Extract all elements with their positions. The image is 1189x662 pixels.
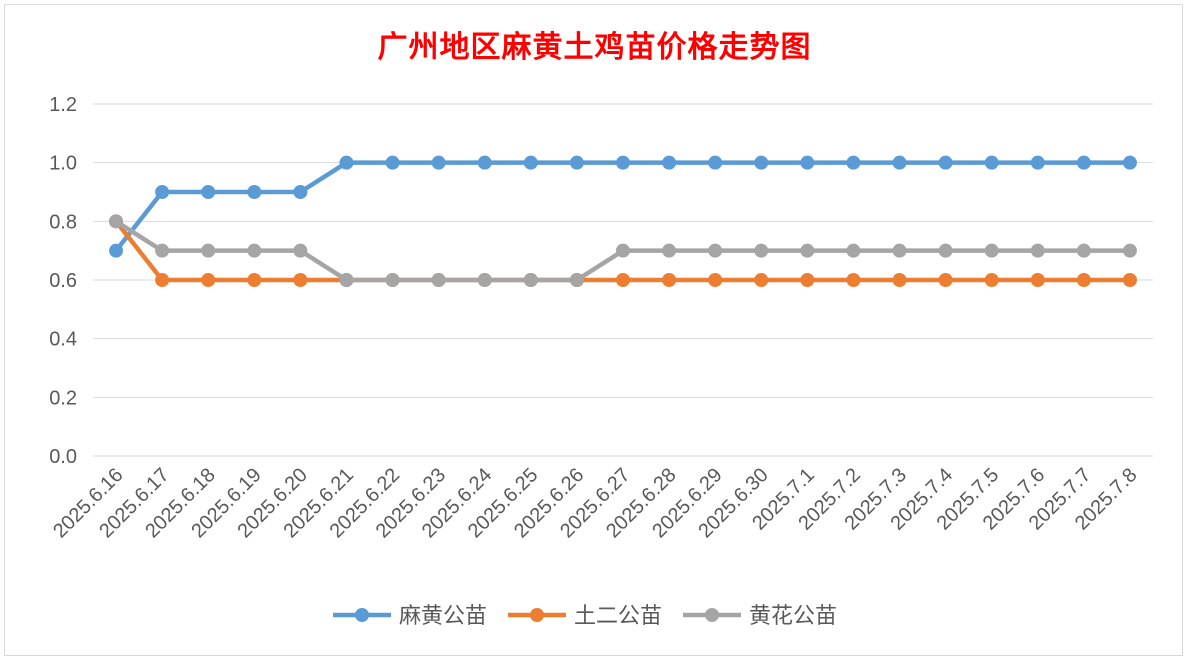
data-point [1122, 155, 1137, 170]
data-point [201, 185, 216, 199]
data-point [708, 273, 723, 287]
data-point [846, 155, 861, 170]
data-point [293, 243, 308, 258]
series-line [113, 160, 1133, 253]
data-point [247, 185, 262, 199]
y-tick-label: 0.2 [49, 387, 77, 409]
data-point [1030, 243, 1045, 258]
legend-item-1: 麻黄公苗 [333, 604, 487, 629]
data-point [846, 243, 861, 258]
data-point [155, 273, 170, 287]
data-point [1076, 273, 1091, 287]
data-point [1076, 243, 1091, 258]
data-point [616, 273, 630, 287]
data-point [523, 273, 538, 287]
data-point [662, 273, 677, 287]
data-point [800, 243, 815, 258]
data-point [431, 155, 446, 170]
chart-title: 广州地区麻黄土鸡苗价格走势图 [377, 30, 812, 65]
data-point [754, 243, 769, 258]
data-point [616, 155, 630, 170]
data-point [800, 273, 815, 287]
data-point [247, 243, 262, 258]
data-point [984, 273, 999, 287]
data-point [385, 273, 400, 287]
data-point [477, 155, 492, 170]
legend-item-2: 土二公苗 [508, 604, 662, 629]
series-1 [109, 155, 1137, 258]
data-point [247, 273, 262, 287]
data-point [984, 155, 999, 170]
series-3 [109, 214, 1137, 287]
legend-label: 黄花公苗 [749, 604, 837, 629]
data-point [662, 155, 677, 170]
data-point [708, 243, 723, 258]
data-point [984, 243, 999, 258]
legend-marker [530, 608, 544, 622]
legend-marker [705, 608, 719, 622]
data-point [385, 155, 400, 170]
data-point [155, 243, 170, 258]
data-point [1030, 155, 1045, 170]
data-point [339, 273, 354, 287]
data-point [431, 273, 446, 287]
data-point [938, 273, 953, 287]
data-point [892, 155, 907, 170]
series-lines [109, 155, 1137, 287]
data-point [569, 273, 584, 287]
data-point [1122, 273, 1137, 287]
y-axis-ticks: 0.0 0.2 0.4 0.6 0.8 1.0 1.2 [49, 94, 77, 468]
data-point [339, 155, 354, 170]
data-point [109, 243, 124, 258]
data-point [708, 155, 723, 170]
data-point [754, 155, 769, 170]
data-point [477, 273, 492, 287]
legend-marker [355, 608, 369, 622]
legend-label: 麻黄公苗 [399, 604, 487, 629]
chart-area [4, 4, 1183, 656]
data-point [754, 273, 769, 287]
data-point [293, 273, 308, 287]
data-point [201, 273, 216, 287]
data-point [293, 185, 308, 199]
legend-item-3: 黄花公苗 [683, 604, 837, 629]
legend: 麻黄公苗 土二公苗 黄花公苗 [333, 604, 837, 629]
data-point [1076, 155, 1091, 170]
data-point [846, 273, 861, 287]
data-point [800, 155, 815, 170]
y-tick-label: 1.2 [49, 94, 77, 116]
data-point [523, 155, 538, 170]
data-point [155, 185, 170, 199]
x-axis-ticks: 2025.6.162025.6.172025.6.182025.6.192025… [49, 464, 1141, 542]
data-point [662, 243, 677, 258]
data-point [1030, 273, 1045, 287]
data-point [938, 243, 953, 258]
data-point [892, 243, 907, 258]
y-tick-label: 0.6 [49, 270, 77, 292]
y-tick-label: 0.4 [49, 329, 77, 351]
data-point [201, 243, 216, 258]
y-tick-label: 0.8 [49, 211, 77, 233]
data-point [616, 243, 630, 258]
data-point [938, 155, 953, 170]
y-tick-label: 0.0 [49, 446, 77, 468]
data-point [1122, 243, 1137, 258]
data-point [109, 214, 124, 229]
y-tick-label: 1.0 [49, 153, 77, 175]
data-point [569, 155, 584, 170]
data-point [892, 273, 907, 287]
legend-label: 土二公苗 [574, 604, 662, 629]
